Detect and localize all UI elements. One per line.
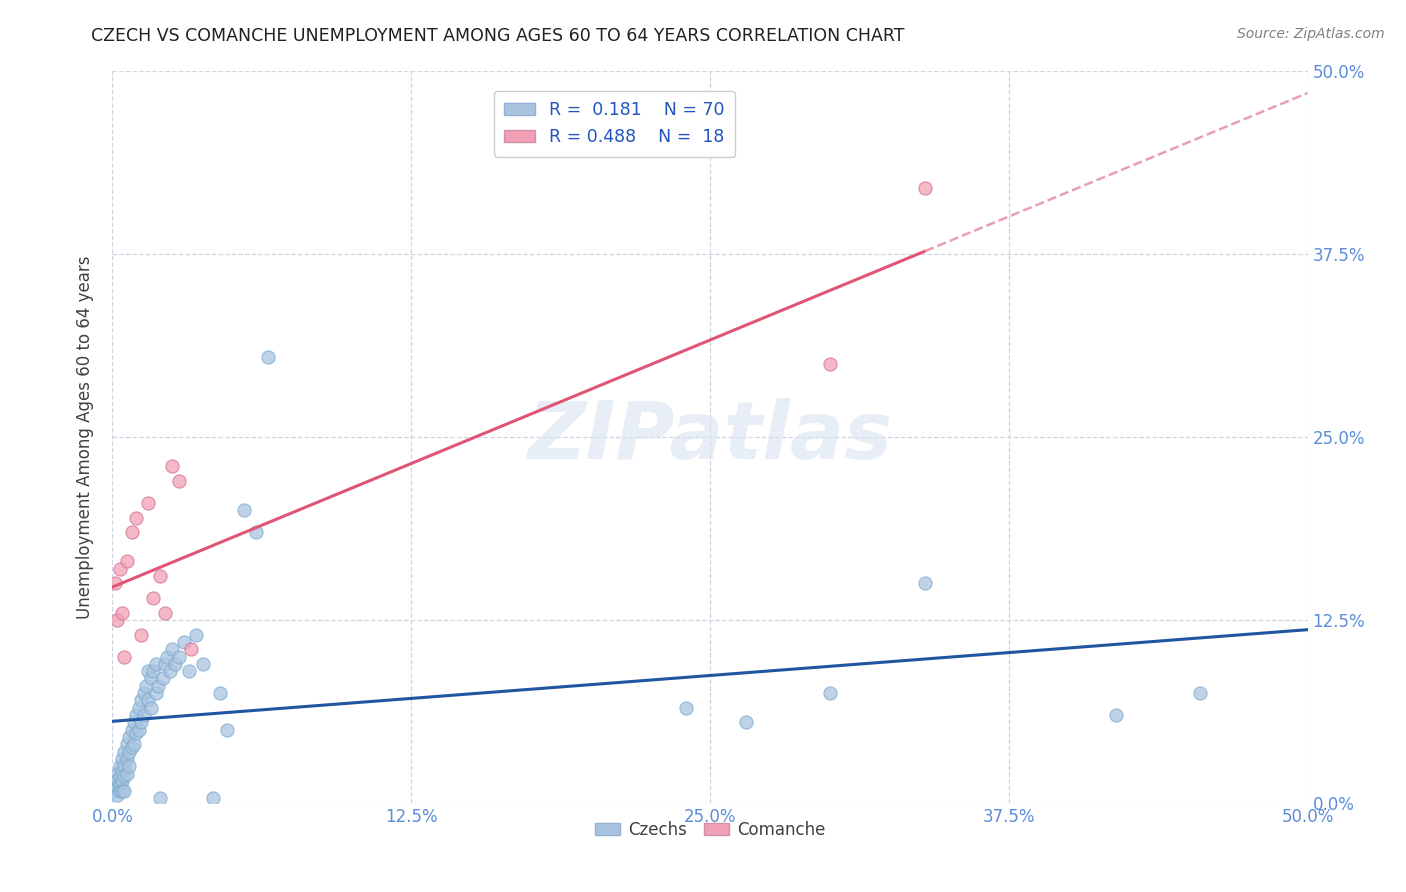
Point: [1189, 686, 1212, 700]
Point: [114, 784, 135, 798]
Point: [818, 686, 841, 700]
Point: [257, 350, 280, 364]
Point: [142, 664, 165, 678]
Point: [129, 715, 152, 730]
Point: [108, 784, 131, 798]
Point: [129, 693, 152, 707]
Point: [115, 554, 138, 568]
Point: [217, 723, 239, 737]
Point: [914, 181, 936, 195]
Point: [118, 759, 141, 773]
Point: [128, 700, 150, 714]
Point: [145, 686, 167, 700]
Point: [675, 700, 697, 714]
Point: [111, 606, 134, 620]
Point: [105, 773, 128, 788]
Point: [153, 657, 176, 671]
Point: [125, 708, 148, 723]
Point: [156, 649, 179, 664]
Point: [129, 627, 152, 641]
Point: [145, 657, 167, 671]
Point: [114, 745, 135, 759]
Point: [121, 740, 143, 755]
Point: [111, 784, 134, 798]
Point: [108, 769, 131, 783]
Point: [177, 664, 200, 678]
Y-axis label: Unemployment Among Ages 60 to 64 years: Unemployment Among Ages 60 to 64 years: [76, 255, 94, 619]
Point: [122, 737, 145, 751]
Point: [149, 791, 172, 805]
Point: [186, 627, 208, 641]
Point: [111, 764, 134, 778]
Point: [149, 569, 172, 583]
Point: [169, 474, 191, 488]
Point: [153, 606, 176, 620]
Point: [138, 664, 160, 678]
Point: [180, 642, 202, 657]
Point: [105, 613, 128, 627]
Point: [233, 503, 256, 517]
Point: [132, 686, 155, 700]
Point: [139, 700, 162, 714]
Point: [146, 679, 169, 693]
Point: [104, 784, 127, 798]
Point: [818, 357, 841, 371]
Point: [115, 737, 138, 751]
Point: [111, 773, 134, 788]
Point: [142, 591, 165, 605]
Point: [122, 715, 145, 730]
Point: [245, 525, 267, 540]
Point: [111, 752, 134, 766]
Point: [114, 759, 135, 773]
Point: [104, 781, 127, 796]
Point: [135, 679, 157, 693]
Point: [201, 791, 224, 805]
Point: [128, 723, 150, 737]
Point: [108, 759, 131, 773]
Point: [114, 769, 135, 783]
Point: [108, 778, 131, 792]
Point: [104, 773, 127, 788]
Text: ZIPatlas: ZIPatlas: [527, 398, 893, 476]
Point: [115, 766, 138, 780]
Point: [914, 576, 936, 591]
Point: [121, 723, 143, 737]
Text: CZECH VS COMANCHE UNEMPLOYMENT AMONG AGES 60 TO 64 YEARS CORRELATION CHART: CZECH VS COMANCHE UNEMPLOYMENT AMONG AGE…: [91, 27, 905, 45]
Point: [193, 657, 215, 671]
Point: [104, 576, 127, 591]
Point: [1105, 708, 1128, 723]
Point: [125, 725, 148, 739]
Point: [138, 693, 160, 707]
Point: [108, 562, 131, 576]
Point: [162, 459, 183, 474]
Point: [105, 766, 128, 780]
Point: [105, 789, 128, 803]
Point: [169, 649, 191, 664]
Point: [152, 672, 174, 686]
Point: [105, 781, 128, 796]
Point: [162, 642, 183, 657]
Point: [163, 657, 186, 671]
Point: [159, 664, 181, 678]
Point: [139, 672, 162, 686]
Point: [125, 510, 148, 524]
Point: [115, 752, 138, 766]
Legend: Czechs, Comanche: Czechs, Comanche: [588, 814, 832, 846]
Text: Source: ZipAtlas.com: Source: ZipAtlas.com: [1237, 27, 1385, 41]
Point: [114, 649, 135, 664]
Point: [173, 635, 195, 649]
Point: [118, 730, 141, 744]
Point: [118, 745, 141, 759]
Point: [121, 525, 143, 540]
Point: [735, 715, 758, 730]
Point: [132, 708, 155, 723]
Point: [209, 686, 232, 700]
Point: [138, 496, 160, 510]
